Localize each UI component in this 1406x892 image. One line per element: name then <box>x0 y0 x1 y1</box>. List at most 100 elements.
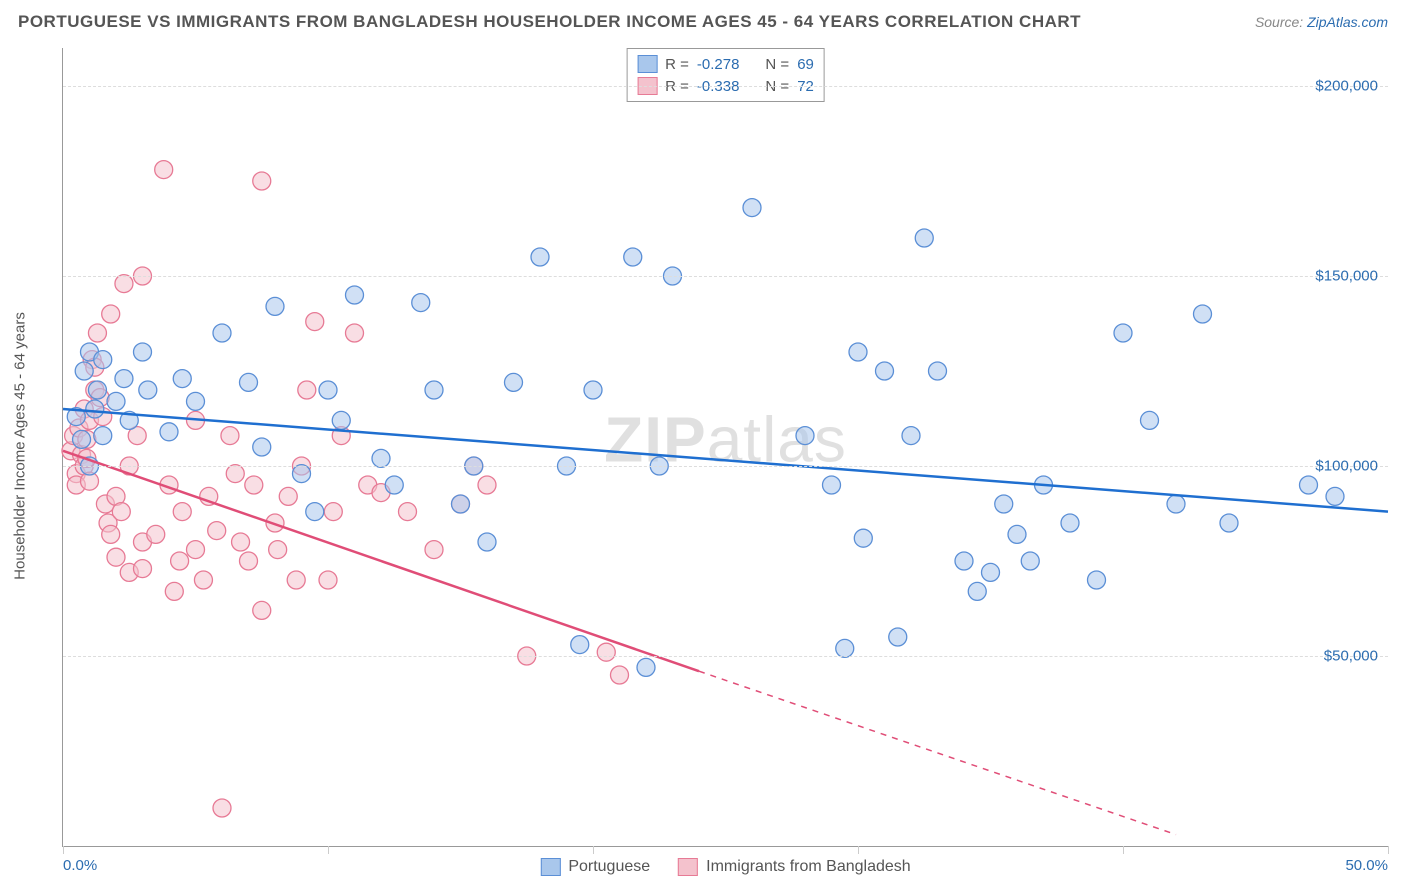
data-point <box>208 522 226 540</box>
x-tick <box>328 846 329 854</box>
data-point <box>1114 324 1132 342</box>
data-point <box>452 495 470 513</box>
data-point <box>982 563 1000 581</box>
source-attribution: Source: ZipAtlas.com <box>1255 14 1388 30</box>
x-tick <box>858 846 859 854</box>
data-point <box>902 427 920 445</box>
data-point <box>584 381 602 399</box>
data-point <box>823 476 841 494</box>
source-link[interactable]: ZipAtlas.com <box>1307 14 1388 30</box>
trend-line <box>63 409 1388 512</box>
data-point <box>597 643 615 661</box>
data-point <box>929 362 947 380</box>
data-point <box>319 381 337 399</box>
data-point <box>372 449 390 467</box>
legend-swatch <box>678 858 698 876</box>
legend-item: Portuguese <box>540 858 650 876</box>
y-tick-label: $100,000 <box>1315 458 1378 475</box>
data-point <box>1088 571 1106 589</box>
data-point <box>889 628 907 646</box>
data-point <box>346 324 364 342</box>
data-point <box>75 362 93 380</box>
stats-row: R = -0.278 N = 69 <box>637 53 814 75</box>
data-point <box>187 392 205 410</box>
data-point <box>399 503 417 521</box>
data-point <box>107 548 125 566</box>
data-point <box>478 476 496 494</box>
data-point <box>139 381 157 399</box>
legend-item: Immigrants from Bangladesh <box>678 858 911 876</box>
data-point <box>876 362 894 380</box>
data-point <box>253 438 271 456</box>
data-point <box>332 411 350 429</box>
data-point <box>88 324 106 342</box>
data-point <box>425 541 443 559</box>
gridline <box>63 466 1388 467</box>
data-point <box>213 799 231 817</box>
data-point <box>115 370 133 388</box>
scatter-svg <box>63 48 1388 846</box>
data-point <box>854 529 872 547</box>
data-point <box>226 465 244 483</box>
data-point <box>213 324 231 342</box>
y-tick-label: $200,000 <box>1315 78 1378 95</box>
data-point <box>306 503 324 521</box>
gridline <box>63 276 1388 277</box>
legend-label: Immigrants from Bangladesh <box>706 858 911 876</box>
data-point <box>1300 476 1318 494</box>
data-point <box>1194 305 1212 323</box>
data-point <box>1021 552 1039 570</box>
gridline <box>63 86 1388 87</box>
data-point <box>298 381 316 399</box>
x-tick <box>593 846 594 854</box>
data-point <box>165 582 183 600</box>
data-point <box>134 343 152 361</box>
data-point <box>505 373 523 391</box>
data-point <box>425 381 443 399</box>
data-point <box>915 229 933 247</box>
data-point <box>173 503 191 521</box>
data-point <box>147 525 165 543</box>
data-point <box>319 571 337 589</box>
x-tick <box>1123 846 1124 854</box>
y-axis-label: Householder Income Ages 45 - 64 years <box>12 312 29 580</box>
data-point <box>478 533 496 551</box>
data-point <box>102 305 120 323</box>
data-point <box>624 248 642 266</box>
data-point <box>240 373 258 391</box>
data-point <box>1061 514 1079 532</box>
gridline <box>63 656 1388 657</box>
y-tick-label: $150,000 <box>1315 268 1378 285</box>
data-point <box>187 541 205 559</box>
data-point <box>385 476 403 494</box>
data-point <box>531 248 549 266</box>
data-point <box>266 297 284 315</box>
y-tick-label: $50,000 <box>1324 648 1378 665</box>
stat-n-value: 69 <box>797 56 814 73</box>
data-point <box>287 571 305 589</box>
stat-n-label: N = <box>765 56 789 73</box>
data-point <box>637 658 655 676</box>
stat-r-value: -0.278 <box>697 56 740 73</box>
data-point <box>1326 487 1344 505</box>
plot-area: ZIPatlas R =-0.278N =69R =-0.338N =72 Po… <box>62 48 1388 847</box>
data-point <box>115 275 133 293</box>
data-point <box>412 294 430 312</box>
data-point <box>611 666 629 684</box>
data-point <box>346 286 364 304</box>
data-point <box>293 465 311 483</box>
data-point <box>94 427 112 445</box>
data-point <box>849 343 867 361</box>
data-point <box>836 639 854 657</box>
data-point <box>1008 525 1026 543</box>
data-point <box>73 430 91 448</box>
data-point <box>102 525 120 543</box>
stat-r-label: R = <box>665 56 689 73</box>
series-legend: Portuguese Immigrants from Bangladesh <box>540 858 910 876</box>
x-tick-label: 0.0% <box>63 857 97 874</box>
data-point <box>245 476 263 494</box>
data-point <box>743 199 761 217</box>
x-tick <box>63 846 64 854</box>
data-point <box>306 313 324 331</box>
x-tick <box>1388 846 1389 854</box>
